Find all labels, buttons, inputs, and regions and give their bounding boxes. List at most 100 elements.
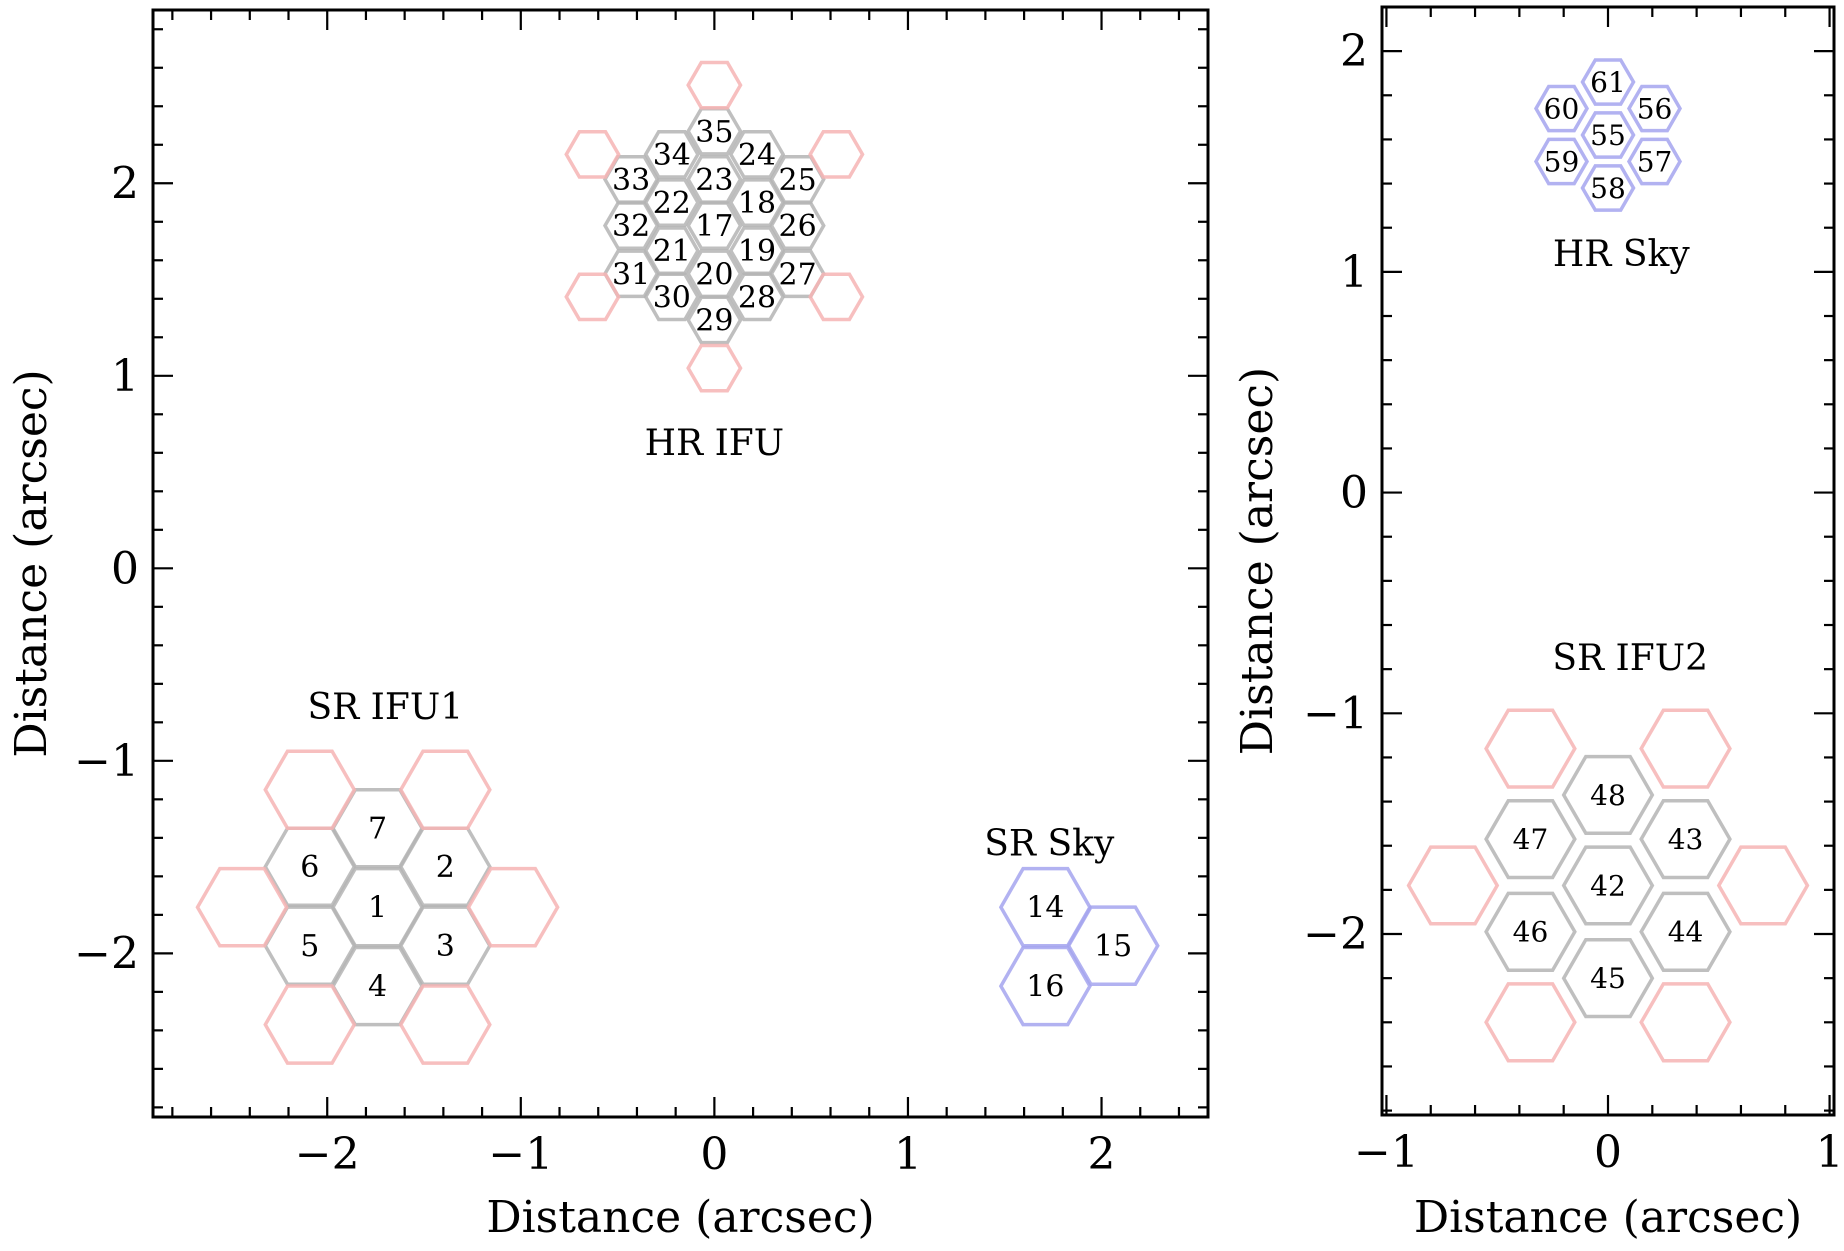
y-tick-label: 1: [1340, 247, 1368, 298]
fiber-number-label: 17: [695, 209, 733, 244]
fiber-number-label: 57: [1637, 145, 1673, 178]
fiber-hexagon-56: [1626, 84, 1683, 133]
hr-sky-group-label: HR Sky: [1553, 234, 1690, 275]
fiber-number-label: 60: [1544, 92, 1580, 125]
y-tick-label: −2: [1303, 909, 1368, 960]
fiber-number-label: 31: [612, 257, 650, 292]
fiber-number-label: 7: [368, 812, 387, 847]
x-axis-label: Distance (arcsec): [486, 1192, 874, 1243]
fiber-hexagon-44: [1639, 891, 1732, 972]
guide-fiber-hexagon: [808, 130, 865, 179]
fiber-number-layer: 55 61 58 60 56 59 57 42 48 45 47 43 46 44: [1513, 66, 1704, 995]
fiber-hexagon-24: [728, 130, 786, 179]
fiber-number-label: 5: [300, 929, 319, 964]
fiber-number-label: 61: [1590, 66, 1626, 99]
y-tick-label: 2: [111, 158, 139, 209]
x-tick-label: 0: [700, 1129, 728, 1180]
fiber-number-label: 23: [695, 163, 733, 198]
fiber-number-label: 3: [436, 929, 455, 964]
fiber-hexagon-17: [686, 201, 743, 251]
fiber-number-label: 26: [779, 209, 817, 244]
guide-fiber-hexagon: [263, 984, 357, 1065]
fiber-number-label: 44: [1668, 916, 1704, 949]
y-tick-label: 0: [111, 543, 139, 594]
guide-fiber-hexagon: [263, 749, 357, 831]
guide-fiber-hexagon: [1639, 708, 1732, 789]
guide-fiber-hexagon: [1716, 845, 1810, 926]
guide-fiber-hexagon: [398, 984, 492, 1065]
fiber-number-label: 30: [653, 280, 691, 315]
hr-ifu-group-label: HR IFU: [645, 423, 784, 464]
fiber-hexagon-57: [1626, 137, 1683, 186]
fiber-number-label: 33: [612, 163, 650, 198]
guide-fiber-hexagon: [808, 272, 865, 322]
fiber-hexagon-48: [1561, 754, 1655, 836]
fiber-hexagon-15: [1066, 905, 1160, 986]
fiber-number-label: 25: [779, 163, 817, 198]
fiber-number-label: 6: [300, 850, 319, 885]
plot-frame: [151, 8, 1210, 1119]
y-tick-label: 0: [1340, 468, 1368, 519]
guide-fiber-hexagon: [1484, 708, 1577, 789]
fiber-hexagon-30: [643, 272, 700, 322]
y-tick-label: 2: [1340, 26, 1368, 77]
fiber-number-label: 34: [653, 138, 691, 173]
sr-ifu1-group-label: SR IFU1: [307, 687, 463, 728]
fiber-hexagon-46: [1484, 891, 1577, 972]
guide-fiber-hexagon: [466, 866, 560, 948]
fiber-hexagon-58: [1580, 164, 1636, 212]
y-tick-label: −2: [74, 928, 139, 979]
fiber-number-label: 56: [1637, 92, 1673, 125]
x-tick-label: 1: [894, 1129, 922, 1180]
sr-sky-group-label: SR Sky: [984, 824, 1115, 865]
fiber-number-label: 58: [1590, 172, 1626, 205]
guide-fiber-hexagon: [564, 272, 621, 322]
fiber-number-label: 42: [1590, 869, 1626, 902]
fiber-number-label: 55: [1590, 119, 1626, 152]
tick-marks: [1382, 5, 1834, 1115]
fiber-hexagon-47: [1484, 798, 1577, 880]
fiber-hexagon-28: [728, 272, 786, 322]
x-tick-label: −1: [1354, 1127, 1419, 1178]
fiber-number-label: 29: [695, 303, 733, 338]
sr-ifu2-group-label: SR IFU2: [1552, 638, 1708, 679]
guide-fiber-hexagon: [1406, 845, 1500, 926]
guide-fiber-hexagon: [1484, 982, 1577, 1063]
fiber-number-label: 24: [738, 138, 776, 173]
guide-fiber-hexagon: [195, 866, 289, 948]
y-tick-label: −1: [74, 736, 139, 787]
fiber-hexagon-42: [1561, 845, 1655, 926]
fiber-hexagon-45: [1561, 938, 1655, 1019]
y-axis-label: Distance (arcsec): [1232, 367, 1283, 755]
fiber-number-label: 18: [738, 186, 776, 221]
hexagon-layer: [195, 60, 1160, 1065]
x-tick-label: 0: [1594, 1127, 1622, 1178]
fiber-number-label: 19: [738, 234, 776, 269]
fiber-number-label: 14: [1026, 891, 1064, 926]
fiber-number-label: 28: [738, 280, 776, 315]
fiber-hexagon-60: [1533, 84, 1590, 133]
fiber-hexagon-29: [686, 295, 743, 345]
x-axis-label: Distance (arcsec): [1414, 1192, 1802, 1243]
fiber-number-label: 1: [368, 891, 387, 926]
fiber-hexagon-55: [1580, 111, 1636, 159]
fiber-number-label: 35: [695, 115, 733, 150]
guide-fiber-hexagon: [398, 749, 492, 831]
fiber-number-label: 22: [653, 186, 691, 221]
fiber-number-label: 20: [695, 257, 733, 292]
fiber-number-label: 46: [1513, 916, 1549, 949]
guide-fiber-hexagon: [564, 130, 621, 179]
guide-fiber-hexagon: [1639, 982, 1732, 1063]
guide-fiber-hexagon: [686, 343, 743, 393]
fiber-number-label: 32: [612, 209, 650, 244]
x-tick-label: 2: [1088, 1129, 1116, 1180]
x-tick-label: −2: [295, 1129, 360, 1180]
fiber-number-label: 43: [1668, 823, 1704, 856]
fiber-number-label: 16: [1026, 970, 1064, 1005]
y-tick-label: −1: [1303, 688, 1368, 739]
fiber-number-label: 47: [1513, 823, 1549, 856]
fiber-hexagon-26: [769, 201, 826, 251]
fiber-number-label: 59: [1544, 145, 1580, 178]
